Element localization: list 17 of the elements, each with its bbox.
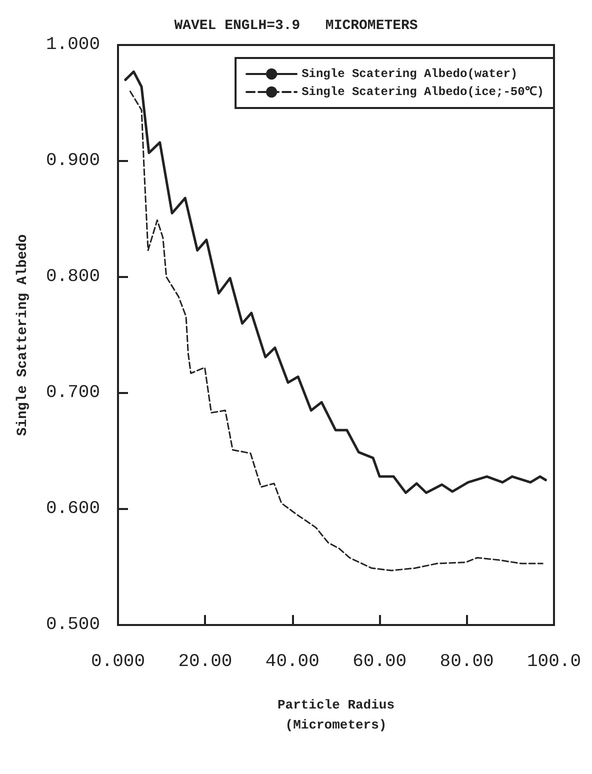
x-tick-label: 40.00 [265, 652, 320, 672]
x-tick-label: 100.0 [526, 652, 582, 672]
legend-label: Single Scatering Albedo(water) [302, 67, 518, 81]
y-tick-label: 0.700 [46, 383, 100, 403]
x-tick-label: 80.00 [440, 652, 494, 672]
y-axis-title: Single Scattering Albedo [15, 234, 31, 436]
legend-label: Single Scatering Albedo(ice;-50℃) [302, 85, 544, 99]
y-tick-label: 0.800 [46, 267, 100, 287]
x-tick-label: 20.00 [178, 652, 232, 672]
y-tick-label: 0.600 [46, 499, 100, 519]
x-axis-title: Particle Radius (Micrometers) [277, 698, 395, 732]
y-tick-label: 1.000 [46, 35, 100, 55]
x-tick-label: 60.00 [352, 652, 407, 672]
chart-title: WAVEL ENGLH=3.9 MICROMETERS [174, 18, 418, 34]
x-tick-label: 0.000 [90, 652, 146, 672]
y-tick-label: 0.900 [46, 151, 100, 171]
y-tick-label: 0.500 [46, 615, 100, 635]
